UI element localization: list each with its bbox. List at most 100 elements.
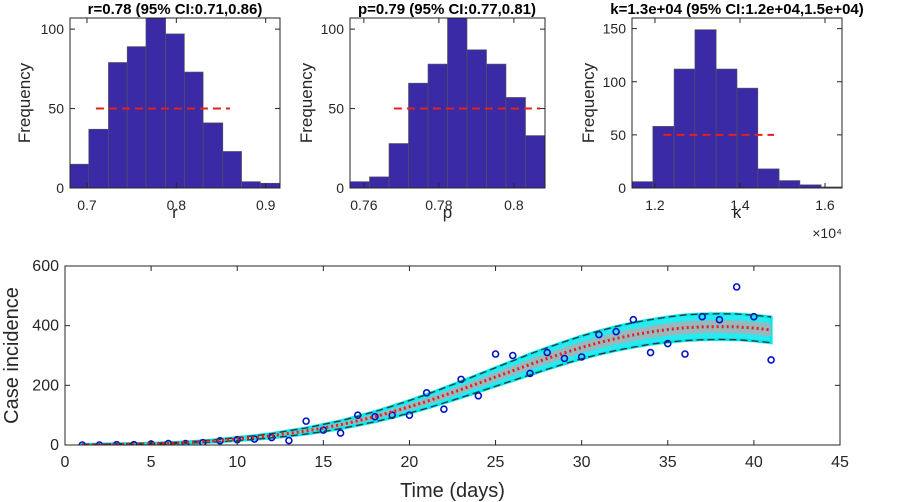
x-tick-label: 1.4: [730, 197, 750, 213]
bound-line: [82, 338, 772, 445]
histogram-bar: [505, 97, 526, 188]
data-point: [663, 339, 672, 348]
histogram-bar: [222, 151, 242, 188]
histogram-bar: [108, 62, 128, 188]
x-tick-label: 0.76: [350, 197, 377, 213]
data-point: [750, 312, 758, 321]
data-point: [474, 391, 483, 400]
y-tick-label: 600: [32, 258, 59, 275]
y-tick-label: 0: [618, 180, 626, 196]
y-tick-label: 0: [336, 180, 344, 196]
data-point: [767, 356, 775, 364]
x-exponent: ×10⁴: [812, 225, 842, 241]
x-tick-label: 0.8: [167, 197, 187, 213]
histogram-bar: [88, 128, 109, 188]
chart-title: p=0.79 (95% CI:0.77,0.81): [358, 1, 536, 18]
x-tick-label: 35: [659, 454, 677, 471]
histogram-bar: [408, 82, 429, 188]
histogram-bar: [145, 18, 166, 188]
y-tick-label: 50: [328, 101, 344, 117]
y-tick-label: 200: [32, 377, 59, 394]
histogram-bar: [260, 182, 280, 188]
y-axis-label: Frequency: [297, 62, 316, 143]
histogram-bar: [673, 68, 696, 188]
data-point: [285, 436, 293, 445]
histogram-bar: [757, 168, 780, 188]
histogram-bar: [165, 33, 185, 188]
bound-line: [82, 313, 772, 445]
histogram-bar: [736, 87, 759, 188]
data-point: [405, 411, 414, 419]
histogram-bar: [427, 63, 448, 188]
histogram-bar: [799, 184, 822, 188]
inner-band: [82, 320, 772, 445]
axes-box: [349, 17, 546, 189]
y-tick-label: 100: [603, 74, 627, 90]
data-point: [715, 315, 724, 324]
y-tick-label: 0: [50, 437, 59, 454]
axes-box: [69, 17, 281, 189]
histogram-bar: [241, 181, 261, 188]
x-tick-label: 40: [745, 454, 763, 471]
axes-box: [631, 17, 843, 189]
y-tick-label: 400: [32, 318, 59, 335]
y-tick-label: 0: [56, 180, 64, 196]
data-point: [629, 315, 638, 324]
data-point: [732, 283, 741, 291]
data-point: [508, 351, 517, 360]
data-point: [319, 426, 328, 434]
histogram-bar: [525, 135, 545, 188]
y-tick-label: 50: [610, 127, 626, 143]
data-point: [560, 354, 569, 363]
histogram-bar: [447, 18, 468, 188]
x-axis-label: p: [443, 203, 452, 222]
x-tick-label: 30: [573, 454, 591, 471]
data-point: [440, 405, 448, 414]
data-point: [302, 417, 310, 425]
data-point: [681, 350, 689, 358]
histogram-bar: [778, 180, 801, 188]
chart-title: r=0.78 (95% CI:0.71,0.86): [88, 1, 263, 18]
x-tick-label: 20: [401, 454, 419, 471]
x-tick-label: 0.7: [77, 197, 97, 213]
histogram-bar: [202, 122, 224, 188]
y-axis-label: Case incidence: [1, 287, 23, 424]
y-tick-label: 100: [321, 21, 345, 37]
histogram-bar: [70, 163, 90, 188]
histogram-bar: [486, 63, 507, 188]
fit-line: [82, 325, 772, 445]
y-tick-label: 150: [603, 21, 627, 37]
data-point: [336, 429, 345, 437]
histogram-bar: [715, 68, 738, 188]
y-axis-label: Frequency: [579, 62, 598, 143]
data-point: [526, 369, 534, 378]
histogram-bar: [369, 176, 390, 188]
data-point: [95, 441, 104, 445]
data-point: [457, 375, 465, 384]
data-point: [543, 348, 552, 357]
data-point: [78, 441, 87, 445]
y-tick-label: 100: [41, 21, 65, 37]
histogram-bar: [126, 46, 147, 188]
x-tick-label: 0.8: [504, 197, 524, 213]
data-point: [577, 353, 586, 361]
data-point: [646, 348, 655, 357]
x-tick-label: 0.78: [425, 197, 452, 213]
y-axis-label: Frequency: [15, 62, 34, 143]
x-axis-label: k: [733, 203, 742, 222]
x-tick-label: 45: [831, 454, 849, 471]
x-tick-label: 0: [61, 454, 70, 471]
plot-area: [78, 283, 775, 445]
chart-title: k=1.3e+04 (95% CI:1.2e+04,1.5e+04): [610, 1, 864, 18]
histogram-bar: [350, 181, 370, 188]
x-tick-label: 0.9: [256, 197, 276, 213]
x-tick-label: 25: [487, 454, 505, 471]
plot-area: [350, 18, 545, 188]
histogram-bar: [820, 186, 842, 188]
axes-box: [64, 265, 841, 446]
plot-area: [70, 18, 280, 188]
x-tick-label: 1.2: [645, 197, 665, 213]
histogram-bar: [466, 49, 487, 188]
data-point: [612, 327, 620, 336]
data-point: [371, 412, 379, 421]
